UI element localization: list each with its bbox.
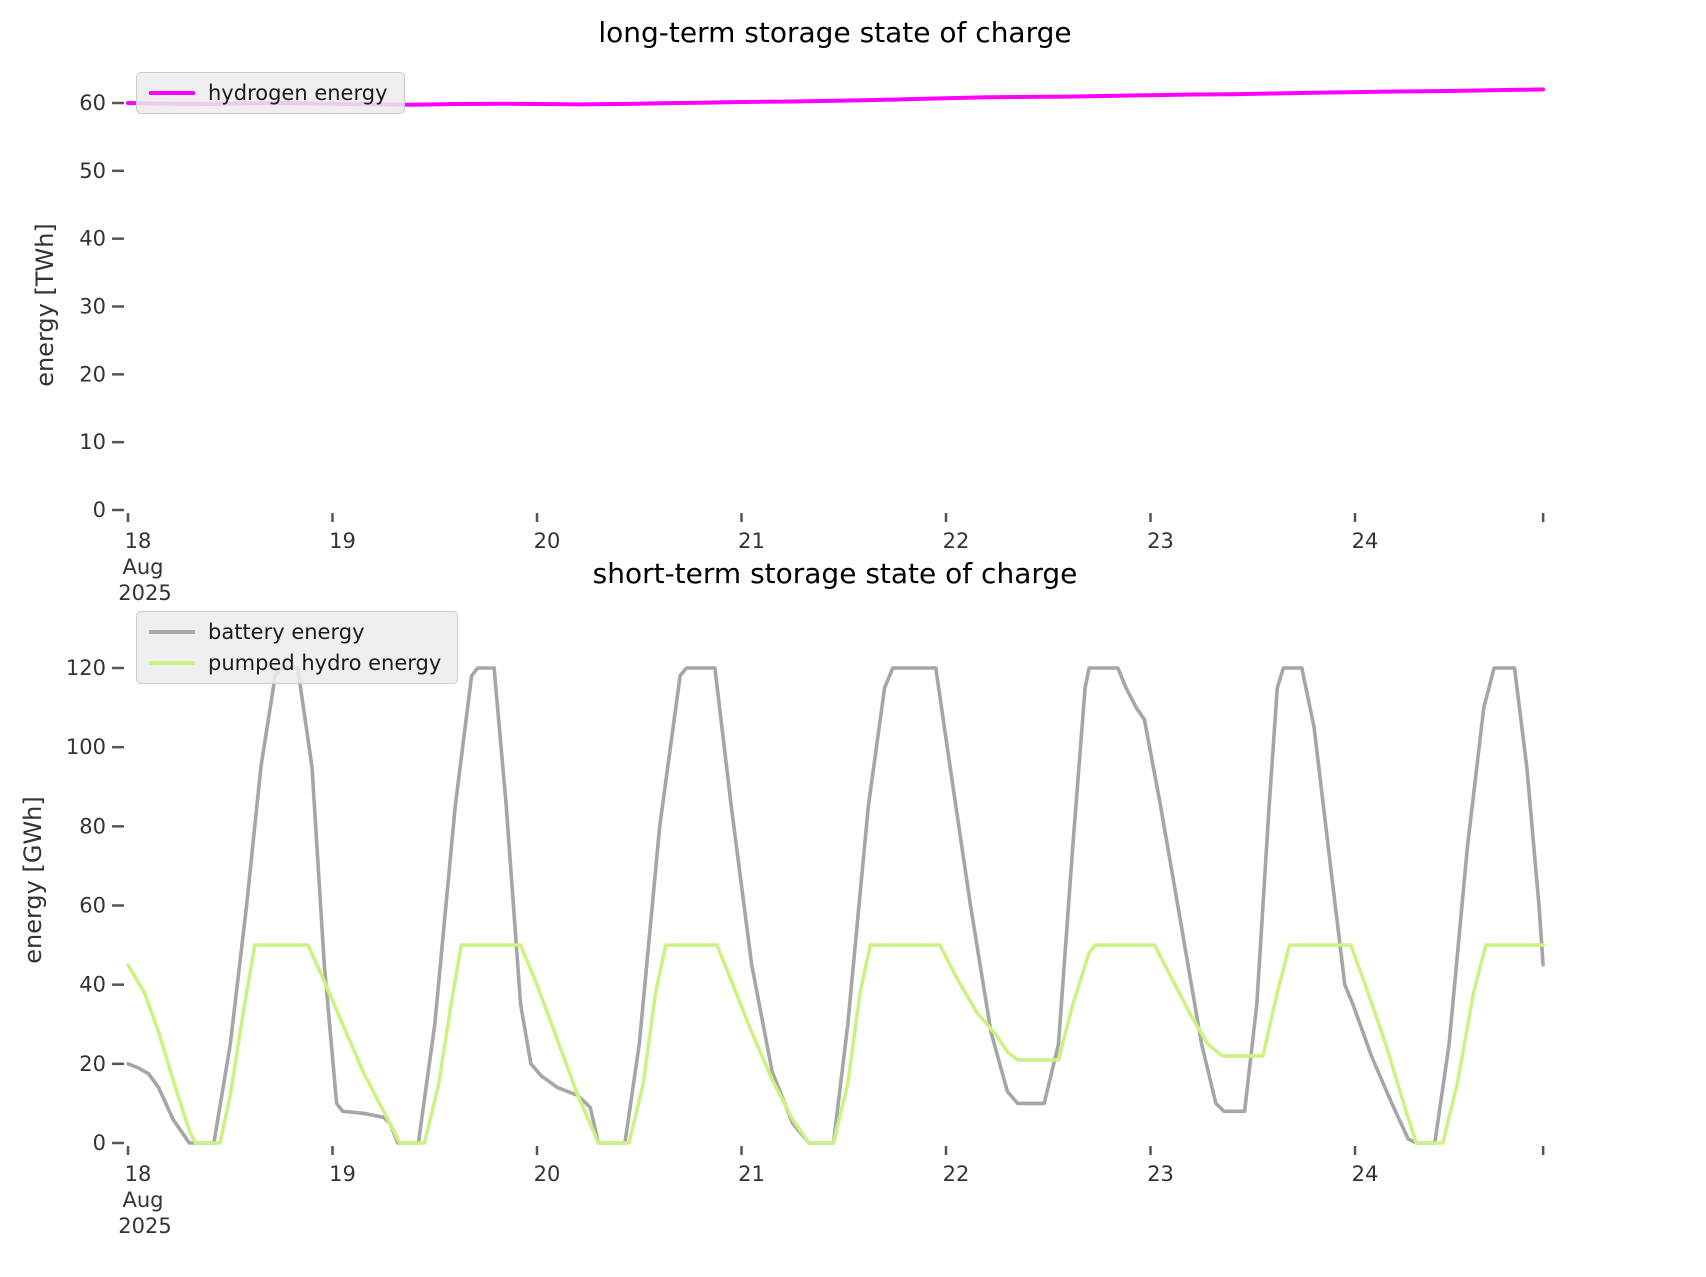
month-label: Aug	[122, 555, 163, 579]
long-term-legend: hydrogen energy	[136, 72, 405, 114]
x-tick-label: 23	[1147, 529, 1174, 553]
pumped-hydro-energy-line	[126, 943, 1545, 1145]
y-tick-label: 40	[79, 973, 106, 997]
x-tick-label: 21	[738, 529, 765, 553]
y-tick-label: 60	[79, 894, 106, 918]
legend-item-hydrogen: hydrogen energy	[149, 81, 388, 105]
legend-item-battery: battery energy	[149, 620, 441, 644]
x-tick-label: 18	[125, 1162, 152, 1186]
x-tick-label: 22	[943, 1162, 970, 1186]
x-tick-label: 18	[125, 529, 152, 553]
pumped-hydro-line-swatch-icon	[149, 661, 195, 665]
long-term-y-axis-label: energy [TWh]	[31, 223, 59, 387]
short-term-chart-title: short-term storage state of charge	[592, 557, 1078, 590]
y-tick-label: 10	[79, 430, 106, 454]
hydrogen-line-swatch-icon	[149, 91, 195, 95]
x-tick-label: 20	[534, 1162, 561, 1186]
battery-energy-line	[126, 666, 1545, 1145]
y-tick-label: 100	[66, 735, 106, 759]
legend-label-battery: battery energy	[208, 620, 365, 644]
x-tick-label: 22	[943, 529, 970, 553]
y-tick-label: 20	[79, 1052, 106, 1076]
month-label: Aug	[122, 1188, 163, 1212]
y-tick-label: 50	[79, 159, 106, 183]
x-tick-label: 20	[534, 529, 561, 553]
short-term-legend: battery energy pumped hydro energy	[136, 611, 459, 684]
y-tick-label: 0	[93, 1131, 106, 1155]
x-tick-label: 19	[329, 529, 356, 553]
legend-item-pumped-hydro: pumped hydro energy	[149, 651, 441, 675]
x-tick-label: 23	[1147, 1162, 1174, 1186]
battery-line-swatch-icon	[149, 630, 195, 634]
y-tick-label: 80	[79, 814, 106, 838]
x-tick-label: 24	[1352, 529, 1379, 553]
legend-label-hydrogen: hydrogen energy	[208, 81, 388, 105]
y-tick-label: 120	[66, 656, 106, 680]
x-tick-label: 24	[1352, 1162, 1379, 1186]
y-tick-label: 0	[93, 498, 106, 522]
legend-label-pumped-hydro: pumped hydro energy	[208, 651, 442, 675]
year-label: 2025	[118, 581, 171, 605]
year-label: 2025	[118, 1214, 171, 1238]
long-term-chart-title: long-term storage state of charge	[598, 16, 1072, 49]
y-tick-label: 60	[79, 91, 106, 115]
y-tick-label: 30	[79, 295, 106, 319]
x-tick-label: 19	[329, 1162, 356, 1186]
short-term-y-axis-label: energy [GWh]	[19, 796, 47, 964]
y-tick-label: 40	[79, 227, 106, 251]
y-tick-label: 20	[79, 362, 106, 386]
x-tick-label: 21	[738, 1162, 765, 1186]
